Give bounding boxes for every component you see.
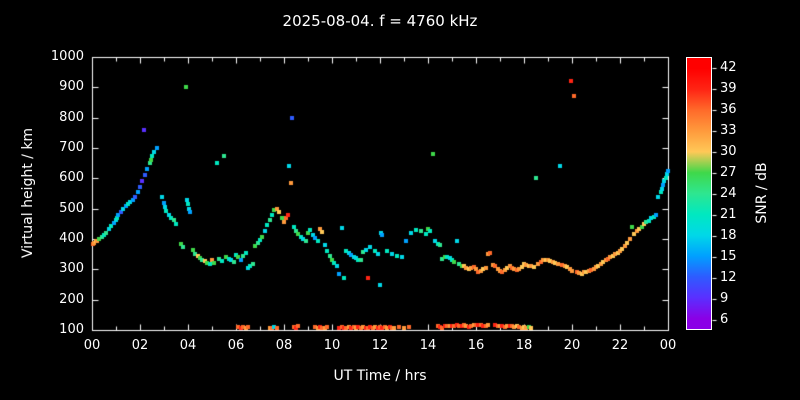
y-tick-label: 200 bbox=[59, 292, 84, 307]
y-tick-label: 1000 bbox=[50, 49, 84, 64]
y-tick-label: 500 bbox=[59, 201, 84, 216]
colorbar-label: SNR / dB bbox=[754, 162, 770, 224]
colorbar-tick-label: 9 bbox=[720, 291, 729, 306]
x-tick-label: 14 bbox=[419, 338, 437, 353]
chart-title: 2025-08-04. f = 4760 kHz bbox=[282, 12, 478, 30]
y-tick-label: 600 bbox=[59, 170, 84, 185]
y-axis-label: Virtual height / km bbox=[20, 127, 36, 259]
colorbar-tick-label: 12 bbox=[720, 270, 737, 285]
y-tick-label: 300 bbox=[59, 261, 84, 276]
colorbar-tick-label: 6 bbox=[720, 312, 729, 327]
x-tick-label: 16 bbox=[467, 338, 485, 353]
x-tick-label: 02 bbox=[131, 338, 149, 353]
x-tick-label: 12 bbox=[371, 338, 389, 353]
x-tick-label: 00 bbox=[83, 338, 101, 353]
x-tick-label: 18 bbox=[515, 338, 533, 353]
y-tick-label: 100 bbox=[59, 322, 84, 337]
x-tick-label: 22 bbox=[611, 338, 629, 353]
colorbar-tick-label: 24 bbox=[720, 186, 737, 201]
colorbar-tick-label: 15 bbox=[720, 249, 737, 264]
colorbar bbox=[686, 57, 712, 330]
y-tick-label: 700 bbox=[59, 140, 84, 155]
colorbar-tick-label: 21 bbox=[720, 207, 737, 222]
x-tick-label: 06 bbox=[227, 338, 245, 353]
x-tick-label: 00 bbox=[659, 338, 677, 353]
colorbar-tick-label: 42 bbox=[720, 60, 737, 75]
x-tick-label: 04 bbox=[179, 338, 197, 353]
x-tick-label: 20 bbox=[563, 338, 581, 353]
y-tick-label: 800 bbox=[59, 110, 84, 125]
colorbar-tick-label: 27 bbox=[720, 165, 737, 180]
y-tick-label: 900 bbox=[59, 79, 84, 94]
x-axis-label: UT Time / hrs bbox=[333, 368, 427, 384]
x-tick-label: 08 bbox=[275, 338, 293, 353]
colorbar-tick-label: 18 bbox=[720, 228, 737, 243]
colorbar-tick-label: 39 bbox=[720, 81, 737, 96]
colorbar-tick-label: 33 bbox=[720, 123, 737, 138]
x-tick-label: 10 bbox=[323, 338, 341, 353]
colorbar-tick-label: 36 bbox=[720, 102, 737, 117]
y-tick-label: 400 bbox=[59, 231, 84, 246]
colorbar-tick-label: 30 bbox=[720, 144, 737, 159]
